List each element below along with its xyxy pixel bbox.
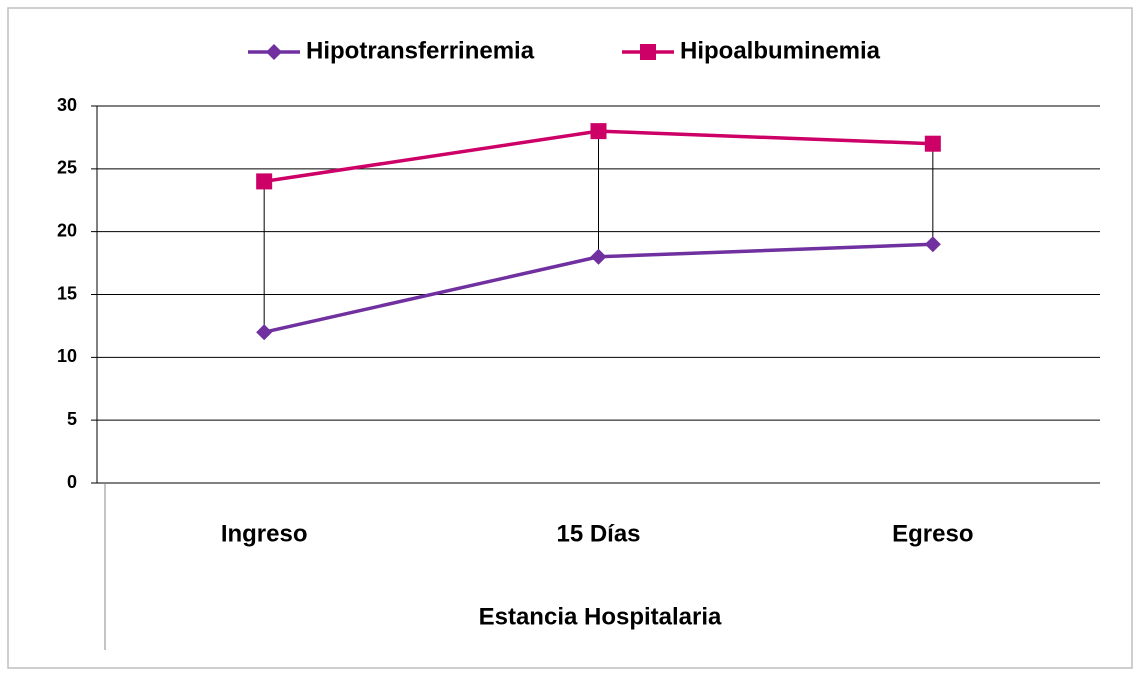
marker <box>924 135 941 152</box>
y-tick-label: 0 <box>67 472 77 492</box>
marker <box>640 44 656 60</box>
marker <box>590 248 607 265</box>
legend-label: Hipoalbuminemia <box>680 37 881 64</box>
x-axis-title: Estancia Hospitalaria <box>479 603 722 630</box>
y-tick-label: 20 <box>57 220 77 240</box>
marker <box>266 44 282 60</box>
y-tick-label: 25 <box>57 158 77 178</box>
y-tick-label: 10 <box>57 346 77 366</box>
x-tick-label: 15 Días <box>556 520 640 547</box>
x-tick-label: Egreso <box>892 520 973 547</box>
marker <box>256 324 273 341</box>
chart-frame <box>7 7 1133 669</box>
marker <box>256 173 273 190</box>
marker <box>924 236 941 253</box>
y-tick-label: 15 <box>57 283 77 303</box>
marker <box>590 123 607 140</box>
legend-label: Hipotransferrinemia <box>306 37 535 64</box>
x-tick-label: Ingreso <box>221 520 308 547</box>
y-tick-label: 5 <box>67 409 77 429</box>
y-tick-label: 30 <box>57 95 77 115</box>
